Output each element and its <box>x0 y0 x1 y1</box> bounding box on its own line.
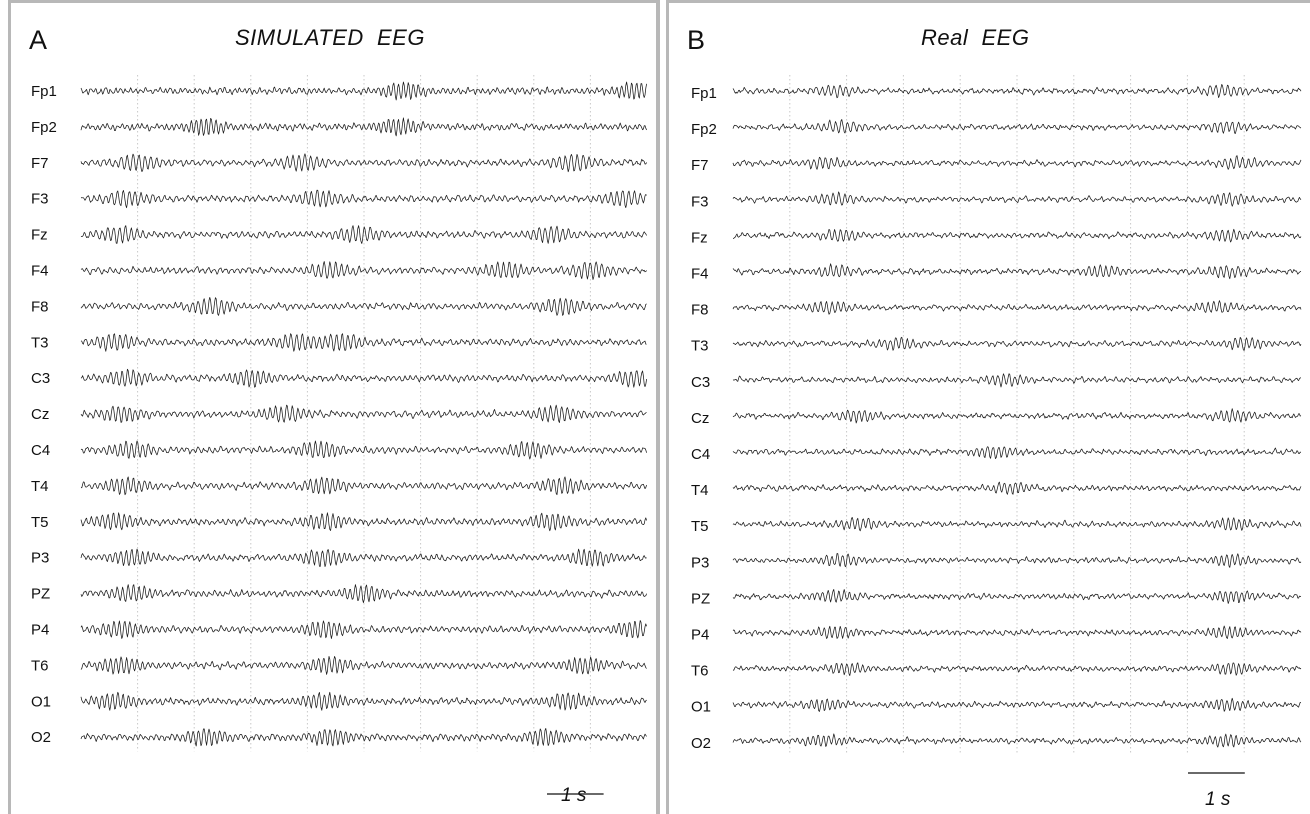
channel-label-o2: O2 <box>31 729 51 746</box>
trace-t3 <box>80 333 647 352</box>
channel-label-t5: T5 <box>31 514 49 531</box>
channel-label-fp1: Fp1 <box>31 83 57 100</box>
channel-label-fp2: Fp2 <box>31 119 57 136</box>
channel-label-c4: C4 <box>31 442 50 459</box>
trace-fp2 <box>732 119 1302 134</box>
channel-label-p3: P3 <box>691 554 709 571</box>
channel-label-c4: C4 <box>691 446 710 463</box>
channel-label-t6: T6 <box>691 663 709 680</box>
scale-bar-label: 1 s <box>1205 789 1231 810</box>
channel-label-c3: C3 <box>31 370 50 387</box>
trace-t5 <box>732 516 1302 532</box>
trace-o2 <box>80 728 647 747</box>
trace-t3 <box>732 336 1302 351</box>
trace-t4 <box>732 481 1302 495</box>
channel-label-t6: T6 <box>31 657 49 674</box>
trace-c3 <box>732 373 1302 388</box>
trace-c4 <box>732 446 1302 459</box>
channel-label-f8: F8 <box>691 302 709 319</box>
trace-t5 <box>80 512 647 532</box>
trace-p4 <box>80 620 647 639</box>
trace-cz <box>732 408 1302 424</box>
trace-o1 <box>732 697 1302 712</box>
trace-pz <box>732 589 1302 604</box>
trace-p4 <box>732 625 1302 639</box>
channel-label-p4: P4 <box>691 627 709 644</box>
trace-f7 <box>80 153 647 173</box>
channel-label-f3: F3 <box>31 191 49 208</box>
trace-fp1 <box>80 81 647 101</box>
channel-label-o2: O2 <box>691 735 711 752</box>
channel-label-fz: Fz <box>691 229 708 246</box>
trace-f8 <box>80 297 647 316</box>
panel-real-eeg: B Real EEG Fp1 Fp2 F7 F3 Fz F4 F8 T3 C3 Cz C4 T4 T5 P… <box>666 0 1310 814</box>
channel-label-f8: F8 <box>31 298 49 315</box>
trace-pz <box>80 584 647 603</box>
trace-fp2 <box>80 117 647 137</box>
channel-label-t5: T5 <box>691 518 709 535</box>
trace-t4 <box>80 476 647 496</box>
channel-label-o1: O1 <box>31 693 51 710</box>
channel-label-t4: T4 <box>31 478 49 495</box>
channel-label-fp1: Fp1 <box>691 85 717 102</box>
trace-f8 <box>732 300 1302 315</box>
trace-fp1 <box>732 83 1302 99</box>
trace-c4 <box>80 440 647 460</box>
trace-cz <box>80 404 647 423</box>
channel-label-pz: PZ <box>691 590 710 607</box>
channel-label-pz: PZ <box>31 586 50 603</box>
channel-label-t3: T3 <box>31 334 49 351</box>
trace-f4 <box>80 261 647 280</box>
trace-f4 <box>732 263 1302 280</box>
panel-title-a: SIMULATED EEG <box>235 25 425 50</box>
channel-label-f3: F3 <box>691 193 709 210</box>
panel-letter-b: B <box>687 25 706 55</box>
trace-f7 <box>732 155 1302 170</box>
channel-label-t3: T3 <box>691 338 709 355</box>
channel-label-f7: F7 <box>691 157 709 174</box>
channel-label-f4: F4 <box>31 263 49 280</box>
channel-label-f4: F4 <box>691 266 709 283</box>
channel-label-o1: O1 <box>691 699 711 716</box>
trace-o2 <box>732 733 1302 748</box>
trace-p3 <box>80 548 647 567</box>
trace-fz <box>80 225 647 244</box>
panel-letter-a: A <box>29 25 48 55</box>
channel-label-p4: P4 <box>31 622 49 639</box>
panel-title-b: Real EEG <box>921 25 1030 50</box>
channel-label-c3: C3 <box>691 374 710 391</box>
trace-f3 <box>80 189 647 209</box>
trace-c3 <box>80 368 647 388</box>
channel-label-cz: Cz <box>691 410 709 427</box>
trace-t6 <box>80 656 647 675</box>
eeg-traces-simulated: Fp1 Fp2 F7 F3 Fz F4 F8 T3 C3 Cz C4 T4 T5 P3 PZ P4 T6 O1 O2… <box>31 75 647 806</box>
channel-label-cz: Cz <box>31 406 49 423</box>
panel-simulated-eeg: A SIMULATED EEG Fp1 Fp2 F7 F3 Fz F4 F8 T3 C3 Cz C4… <box>8 0 660 814</box>
channel-label-t4: T4 <box>691 482 709 499</box>
trace-fz <box>732 228 1302 243</box>
trace-t6 <box>732 662 1302 677</box>
trace-p3 <box>732 553 1302 568</box>
scale-bar-label: 1 s <box>561 785 587 806</box>
trace-o1 <box>80 691 647 711</box>
channel-label-f7: F7 <box>31 155 49 172</box>
channel-label-fz: Fz <box>31 227 48 244</box>
trace-f3 <box>732 191 1302 207</box>
channel-label-fp2: Fp2 <box>691 121 717 138</box>
eeg-traces-real: Fp1 Fp2 F7 F3 Fz F4 F8 T3 C3 Cz C4 T4 T5 P3 PZ P4 T6 O1 O2… <box>691 75 1302 810</box>
channel-label-p3: P3 <box>31 550 49 567</box>
